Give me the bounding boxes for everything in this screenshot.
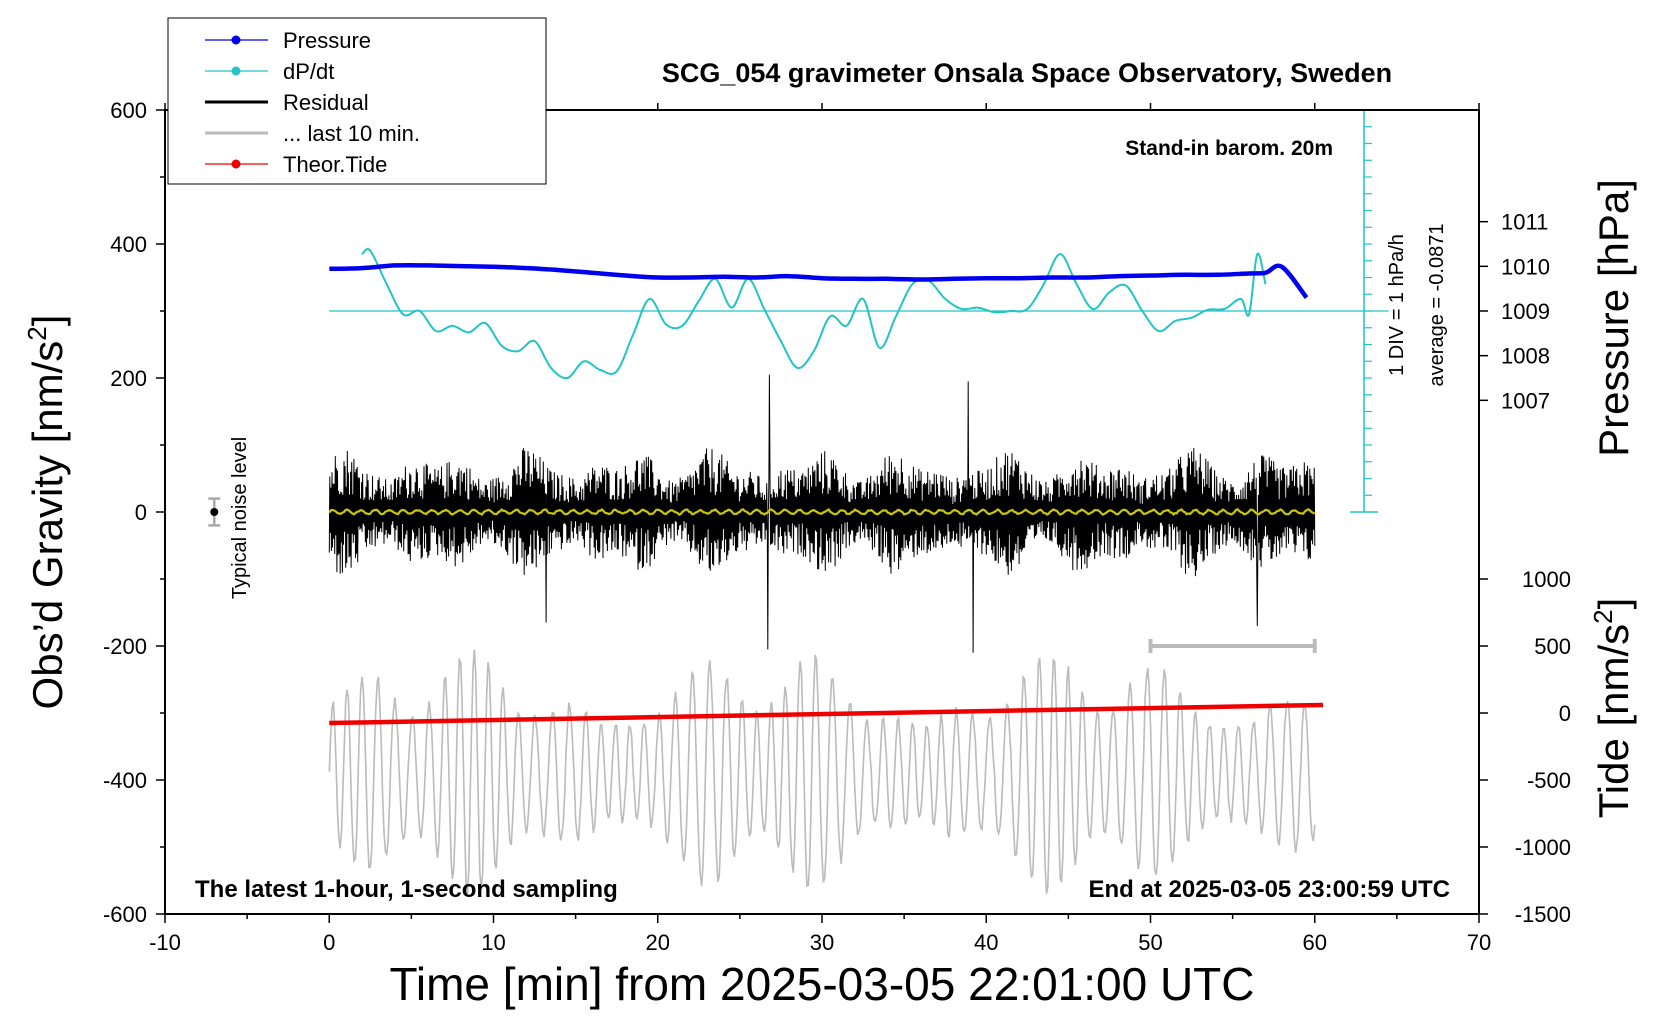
axis-layer: -10 0 10 20 30 40 50 60 70 -600 -400 -200 0 200 400 600… [103,98,1571,955]
theoretical-tide-line [329,702,1324,726]
legend: Pressure dP/dt Residual ... last 10 min. The… [167,17,547,185]
residual-mean-line [328,508,1316,517]
tide-tick-label: -500 [1527,768,1571,793]
x-tick-label: 30 [810,930,834,955]
legend-marker [231,35,241,45]
tide-tick-label: 1000 [1522,567,1571,592]
y-left-title-sup: 2 [22,326,52,340]
chart-title: SCG_054 gravimeter Onsala Space Observat… [662,58,1392,88]
y-tide-title-close: ] [1590,598,1637,610]
y-tick-label: -600 [103,902,147,927]
x-tick-label: 10 [481,930,505,955]
dpdt-average-label: average = -0.0871 [1426,224,1448,387]
legend-label: dP/dt [283,59,334,84]
y-axis-pressure-title: Pressure [hPa] [1590,179,1637,457]
y-tick-label: 200 [110,366,147,391]
tide-tick-label: -1000 [1515,835,1571,860]
y-left-title-main: Obs’d Gravity [nm/s [24,341,71,710]
residual-line [328,374,1316,653]
y-tide-title-main: Tide [nm/s [1590,624,1637,819]
x-tick-label: 70 [1467,930,1491,955]
y-tick-label: 400 [110,232,147,257]
barometer-annotation: Stand-in barom. 20m [1125,137,1333,160]
x-tick-label: 20 [646,930,670,955]
tide-tick-label: 0 [1559,701,1571,726]
tide-tick-label: -1500 [1515,902,1571,927]
x-tick-label: 60 [1303,930,1327,955]
dpdt-scale-label: 1 DIV = 1 hPa/h [1386,234,1408,376]
pressure-tick-label: 1007 [1501,388,1550,413]
x-tick-label: 40 [974,930,998,955]
pressure-tick-label: 1009 [1501,299,1550,324]
y-axis-left-title: Obs’d Gravity [nm/s2] [22,315,71,710]
end-time-annotation: End at 2025-03-05 23:00:59 UTC [1089,876,1451,903]
pressure-line [329,262,1309,300]
x-axis-title: Time [min] from 2025-03-05 22:01:00 UTC [390,958,1255,1010]
y-axis-tide-title: Tide [nm/s2] [1588,598,1637,819]
legend-marker [231,159,241,169]
legend-label: ... last 10 min. [283,121,420,146]
pressure-tick-label: 1011 [1501,210,1548,235]
x-tick-label: 50 [1138,930,1162,955]
sampling-annotation: The latest 1-hour, 1-second sampling [195,876,618,903]
dpdt-scale-layer [1350,109,1379,513]
y-tick-label: 0 [135,500,147,525]
noise-level-label: Typical noise level [229,437,251,599]
pressure-tick-label: 1008 [1501,344,1550,369]
legend-marker [231,66,241,76]
legend-label: Theor.Tide [283,152,387,177]
y-tick-label: -400 [103,768,147,793]
y-tick-label: 600 [110,98,147,123]
last-10-min-line [328,649,1316,895]
pressure-tick-label: 1010 [1501,254,1550,279]
legend-label: Pressure [283,28,371,53]
tide-tick-label: 500 [1534,634,1571,659]
y-tide-title-sup: 2 [1588,609,1618,623]
x-tick-label: -10 [149,930,181,955]
y-left-title-close: ] [24,315,71,327]
legend-label: Residual [283,90,369,115]
dpdt-line [361,248,1267,380]
x-tick-label: 0 [323,930,335,955]
y-tick-label: -200 [103,634,147,659]
noise-bar-point [210,508,219,516]
series-layer [208,248,1389,895]
